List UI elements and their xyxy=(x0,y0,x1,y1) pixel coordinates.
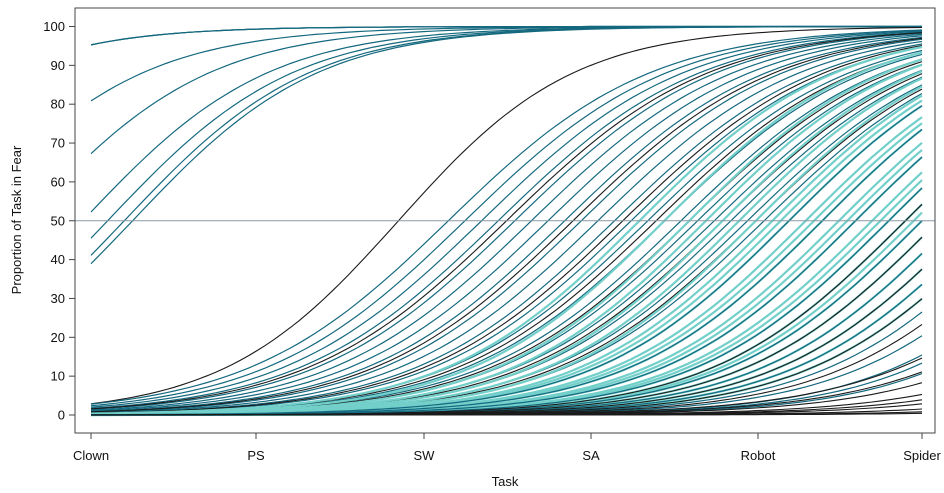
series-line-16 xyxy=(90,33,923,411)
series-line-19 xyxy=(90,38,923,413)
y-tick-label: 40 xyxy=(51,252,65,267)
y-tick-label: 100 xyxy=(43,19,65,34)
y-tick-label: 10 xyxy=(51,369,65,384)
series-line-33 xyxy=(90,44,923,414)
series-line-15 xyxy=(90,32,923,410)
series-line-17 xyxy=(90,35,923,412)
x-tick-label: SA xyxy=(582,448,600,463)
series-line-54 xyxy=(91,171,923,416)
series-line-78 xyxy=(91,236,923,416)
y-tick-label: 60 xyxy=(51,174,65,189)
x-tick-label: Robot xyxy=(741,448,776,463)
series-line-68 xyxy=(91,187,923,416)
series-line-9 xyxy=(90,26,922,265)
series-line-29 xyxy=(91,84,923,415)
series-line-11 xyxy=(90,29,923,405)
x-tick-label: PS xyxy=(247,448,265,463)
series-line-14 xyxy=(90,31,923,409)
y-tick-label: 70 xyxy=(51,136,65,151)
series-line-38 xyxy=(90,45,923,415)
y-tick-label: 80 xyxy=(51,97,65,112)
series-line-26 xyxy=(90,63,923,415)
series-line-32 xyxy=(90,37,923,413)
series-line-60 xyxy=(91,236,923,416)
y-tick-label: 50 xyxy=(51,213,65,228)
y-axis: 0 10 20 30 40 50 60 70 80 90 100 xyxy=(43,19,75,423)
x-tick-label: Clown xyxy=(73,448,109,463)
series-line-56 xyxy=(91,187,923,416)
x-axis: Clown PS SW SA Robot Spider xyxy=(73,433,941,463)
series-line-90 xyxy=(91,412,923,416)
series-line-10 xyxy=(90,26,923,405)
x-tick-label: SW xyxy=(414,448,436,463)
series-line-21 xyxy=(90,43,923,414)
series-line-22 xyxy=(90,46,923,414)
x-tick-label: Spider xyxy=(903,448,941,463)
y-tick-label: 20 xyxy=(51,330,65,345)
series-line-12 xyxy=(90,30,923,407)
y-tick-label: 0 xyxy=(58,408,65,423)
series-line-20 xyxy=(90,40,923,414)
x-axis-title: Task xyxy=(492,474,519,489)
y-axis-title: Proportion of Task in Fear xyxy=(9,145,24,294)
curves-group xyxy=(90,25,923,417)
y-tick-label: 90 xyxy=(51,58,65,73)
y-tick-label: 30 xyxy=(51,291,65,306)
series-line-13 xyxy=(90,30,923,408)
series-line-18 xyxy=(90,36,923,413)
